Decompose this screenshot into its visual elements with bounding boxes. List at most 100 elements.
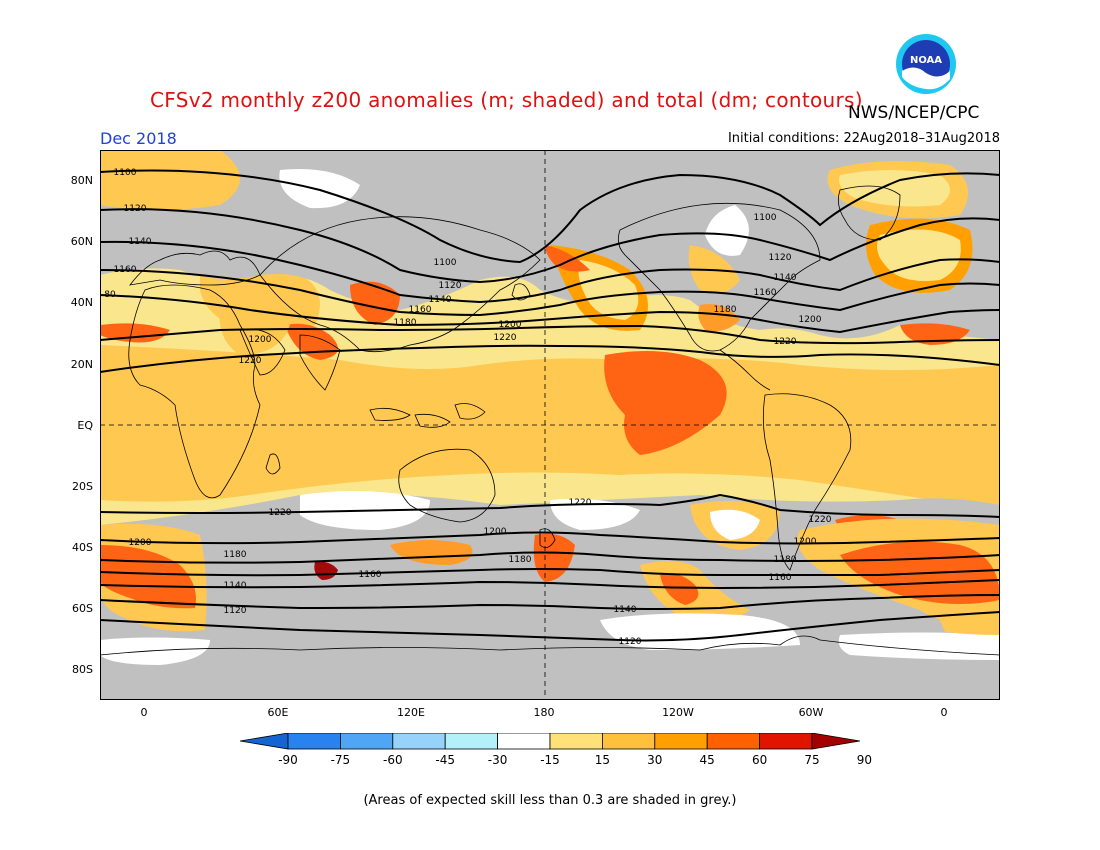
lon-label-120w: 120W [662, 706, 694, 719]
lat-label-80s: 80S [72, 663, 93, 676]
colorbar-cell [549, 733, 603, 750]
lon-label-60e: 60E [267, 706, 289, 719]
colorbar-label: -30 [487, 753, 508, 767]
contour-label: 1120 [224, 606, 247, 616]
colorbar-cell [392, 733, 446, 750]
contour-label: 1140 [129, 237, 152, 247]
contour-label: 1220 [569, 498, 592, 508]
colorbar [240, 733, 860, 750]
colorbar-arrow-right [811, 733, 860, 750]
initial-conditions: Initial conditions: 22Aug2018–31Aug2018 [727, 131, 1000, 146]
lat-label-60n: 60N [70, 235, 93, 248]
contour-label: 1220 [774, 337, 797, 347]
contour-label: 1140 [774, 273, 797, 283]
lat-label-80n: 80N [70, 174, 93, 187]
colorbar-label: 45 [699, 753, 715, 767]
anomaly-asia-orange [350, 281, 400, 325]
lat-label-40n: 40N [70, 296, 93, 309]
contour-label: 1140 [614, 605, 637, 615]
height-contours [100, 169, 1000, 642]
contour-label: 1140 [224, 581, 247, 591]
lon-label-0: 0 [140, 706, 148, 719]
contour-label: 1200 [799, 315, 822, 325]
anomaly-south-white-3 [710, 509, 760, 540]
lon-label-0-right: 0 [940, 706, 948, 719]
contour-label: 1120 [439, 281, 462, 291]
lon-label-60w: 60W [798, 706, 824, 719]
contour-label: 1180 [774, 555, 797, 565]
forecast-month: Dec 2018 [100, 129, 177, 148]
colorbar-label: -45 [435, 753, 455, 767]
logo-text: NOAA [910, 55, 942, 66]
anomaly-pacific-yellow [578, 260, 639, 320]
lon-label-120e: 120E [397, 706, 425, 719]
map-frame [100, 150, 1000, 700]
colorbar-label: 30 [647, 753, 663, 767]
colorbar-label: 75 [804, 753, 820, 767]
colorbar-label: 60 [751, 753, 768, 767]
colorbar-cell [444, 733, 498, 750]
contour-label: 1100 [114, 168, 137, 178]
anomaly-arctic-white-2 [705, 205, 749, 256]
contour-label: 80 [104, 290, 116, 300]
anomaly-nepac-red [545, 245, 590, 272]
contour-label: 1220 [239, 356, 262, 366]
anomaly-antarctic-white-3 [838, 632, 1000, 660]
anomaly-map: 1100 1120 1140 1160 80 1200 1220 1100 11… [100, 150, 1000, 700]
colorbar-cell [654, 733, 708, 750]
contour-label: 1220 [269, 508, 292, 518]
colorbar-cell [497, 733, 551, 750]
anomaly-na-orange [698, 304, 740, 332]
anomaly-antarctic-white-1 [100, 637, 210, 665]
contour-label: 1100 [434, 258, 457, 268]
lat-label-20n: 20N [70, 358, 93, 371]
contour-label: 1220 [494, 333, 517, 343]
contour-label: 1120 [124, 204, 147, 214]
contour-label: 1200 [484, 527, 507, 537]
lat-label-60s: 60S [72, 602, 93, 615]
colorbar-cell [759, 733, 813, 750]
contour-label: 1180 [394, 318, 417, 328]
anomaly-antarctic-yellow [940, 617, 1000, 635]
colorbar-cell [706, 733, 761, 750]
contour-label: 1200 [794, 537, 817, 547]
colorbar-label: -90 [278, 753, 298, 767]
coastlines [100, 185, 1000, 656]
lat-label-20s: 20S [72, 480, 93, 493]
contour-label: 1180 [714, 305, 737, 315]
anomaly-na-yellow [688, 245, 740, 294]
anomaly-arctic-white-1 [279, 169, 360, 209]
anomaly-tropical-yellow [100, 345, 1000, 510]
contour-label: 1120 [619, 637, 642, 647]
noaa-logo: NOAA [896, 34, 956, 94]
contour-label: 1100 [754, 213, 777, 223]
contour-label: 1160 [359, 570, 382, 580]
colorbar-cell [601, 733, 656, 750]
colorbar-label: 15 [594, 753, 611, 767]
contour-label: 1200 [499, 320, 522, 330]
anomaly-greenland-yellow [876, 229, 961, 281]
contour-label: 1120 [769, 253, 792, 263]
anomaly-arctic-yellow-1 [100, 150, 240, 210]
colorbar-cell [287, 733, 341, 750]
skill-footnote: (Areas of expected skill less than 0.3 a… [363, 793, 737, 808]
contour-label: 1160 [769, 573, 792, 583]
colorbar-label: -60 [382, 753, 403, 767]
contour-label: 1140 [429, 295, 452, 305]
contour-label: 1160 [114, 265, 137, 275]
lat-label-40s: 40S [72, 541, 93, 554]
anomaly-south-orange-tasman [390, 540, 473, 565]
contour-label: 1180 [224, 550, 247, 560]
contour-label: 1180 [509, 555, 532, 565]
colorbar-cell [340, 733, 394, 750]
map-title: CFSv2 monthly z200 anomalies (m; shaded)… [150, 88, 863, 112]
colorbar-label: -15 [540, 753, 560, 767]
skill-grey-south [100, 493, 1000, 700]
anomaly-south-white-2 [550, 498, 640, 530]
lat-label-eq: EQ [77, 419, 93, 432]
contour-label: 1200 [249, 335, 272, 345]
agency-label: NWS/NCEP/CPC [848, 103, 980, 123]
contour-label: 1200 [129, 538, 152, 548]
anomaly-south-orange-pacific [660, 573, 699, 605]
contour-labels: 1100 1120 1140 1160 80 1200 1220 1100 11… [104, 168, 831, 647]
